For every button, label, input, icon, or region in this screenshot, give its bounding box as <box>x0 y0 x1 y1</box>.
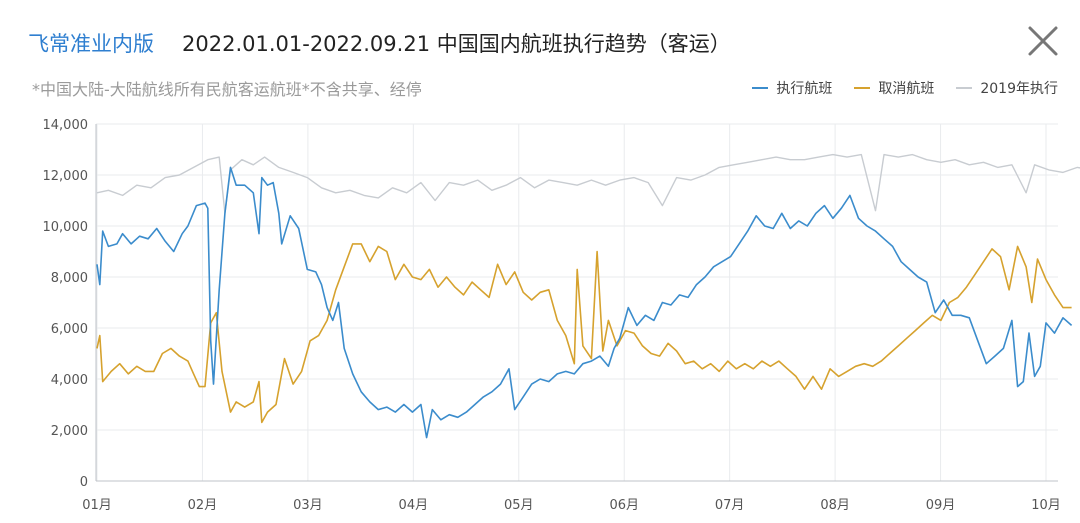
x-tick-label: 02月 <box>188 498 218 513</box>
x-tick-label: 08月 <box>820 498 850 513</box>
y-tick-label: 14,000 <box>43 118 89 133</box>
legend-label-cancelled: 取消航班 <box>878 81 935 97</box>
y-tick-label: 10,000 <box>43 220 89 235</box>
legend-swatch-cancelled <box>854 87 871 89</box>
subtitle: *中国大陆-大陆航线所有民航客运航班*不含共享、经停 <box>32 80 422 99</box>
y-tick-label: 12,000 <box>43 169 89 184</box>
x-tick-label: 05月 <box>504 498 534 513</box>
x-tick-label: 09月 <box>926 498 956 513</box>
x-tick-label: 06月 <box>609 498 639 513</box>
y-tick-label: 8,000 <box>51 271 88 286</box>
y-tick-label: 0 <box>80 475 88 490</box>
legend-swatch-executed <box>752 87 769 89</box>
x-tick-label: 04月 <box>399 498 429 513</box>
y-tick-label: 2,000 <box>51 424 88 439</box>
x-tick-label: 03月 <box>293 498 323 513</box>
brand-link[interactable]: 飞常准业内版 <box>28 32 154 56</box>
series-line-executed <box>96 166 1073 439</box>
legend-item-executed[interactable]: 执行航班 <box>752 78 832 98</box>
legend-swatch-baseline <box>956 87 973 89</box>
header: 飞常准业内版 2022.01.01-2022.09.21 中国国内航班执行趋势（… <box>28 26 731 60</box>
y-tick-label: 6,000 <box>51 322 88 337</box>
series-line-cancelled <box>96 243 1072 424</box>
legend-label-executed: 执行航班 <box>776 81 833 97</box>
legend-item-cancelled[interactable]: 取消航班 <box>854 78 934 98</box>
y-tick-label: 4,000 <box>51 373 88 388</box>
x-tick-label: 07月 <box>715 498 745 513</box>
series-line-baseline <box>96 153 1080 215</box>
page-title: 2022.01.01-2022.09.21 中国国内航班执行趋势（客运） <box>182 32 731 56</box>
x-tick-label: 01月 <box>82 498 112 513</box>
close-icon[interactable] <box>1024 22 1062 60</box>
x-tick-label: 10月 <box>1031 498 1061 513</box>
chart-legend: 执行航班 取消航班 2019年执行 <box>752 78 1058 98</box>
legend-label-baseline: 2019年执行 <box>980 81 1058 97</box>
legend-item-baseline[interactable]: 2019年执行 <box>956 78 1058 98</box>
